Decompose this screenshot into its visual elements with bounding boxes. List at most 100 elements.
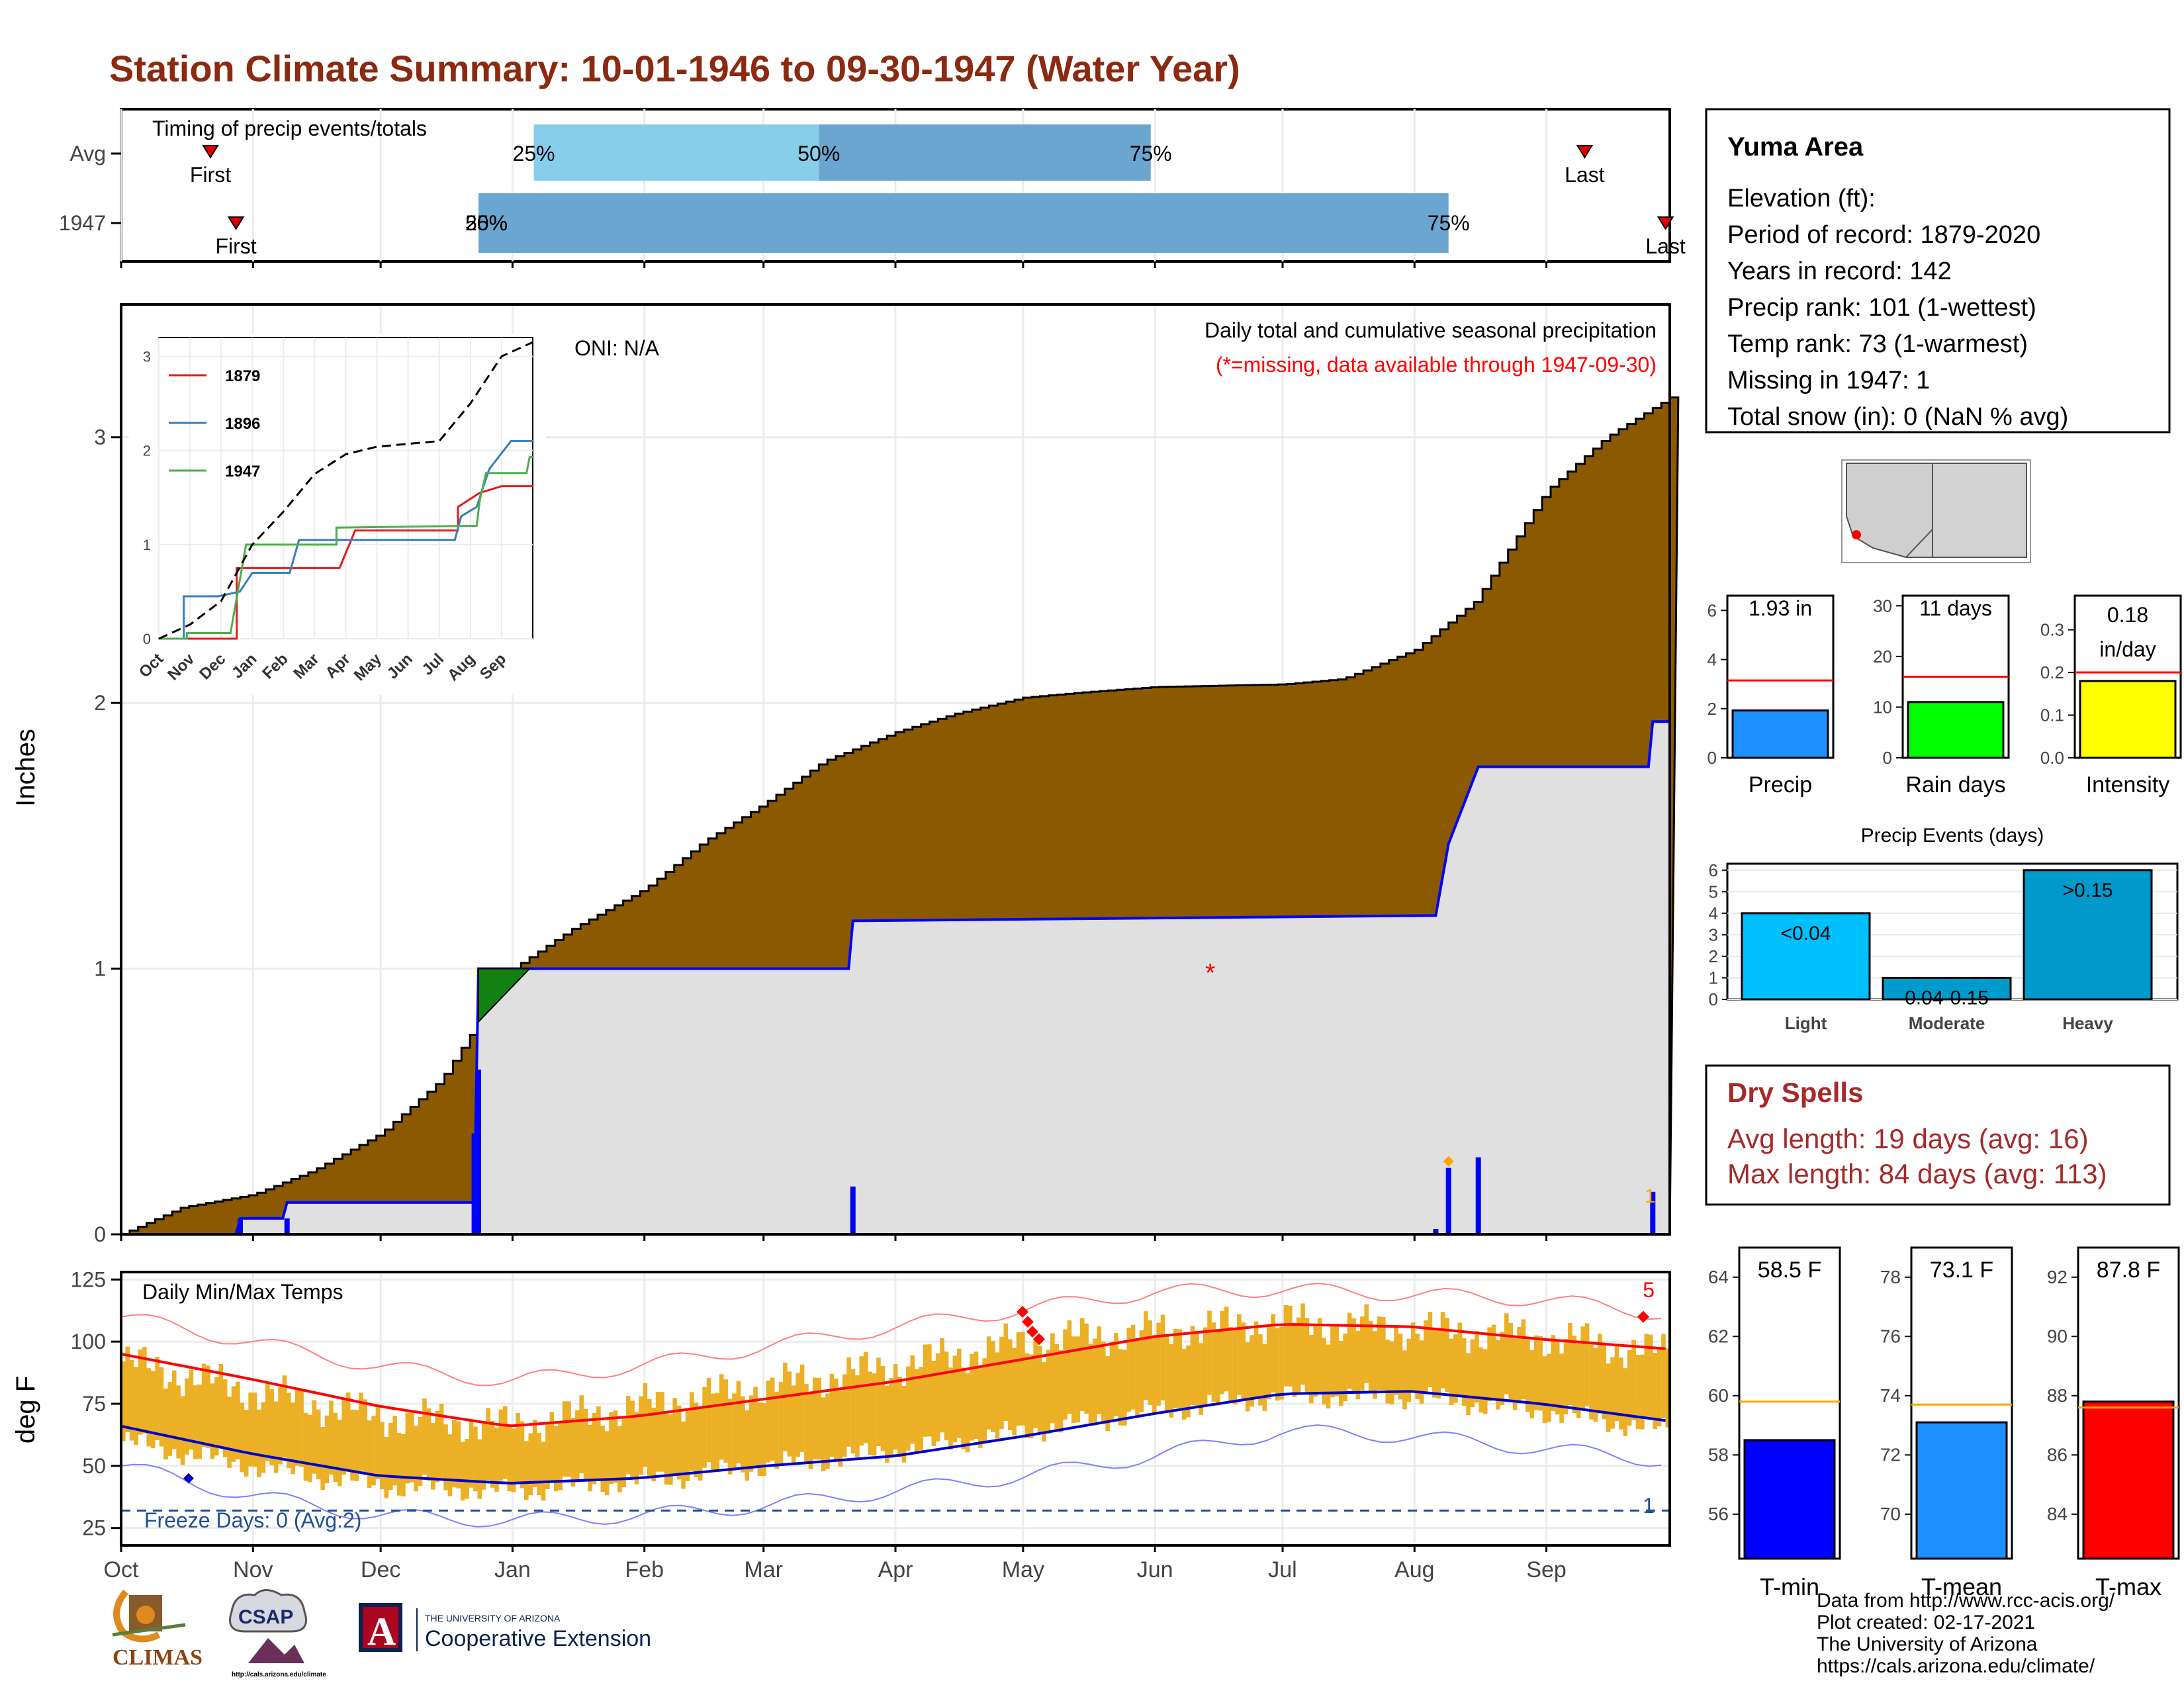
daily-temp-bar: [1533, 1335, 1539, 1410]
daily-temp-bar: [634, 1412, 639, 1485]
daily-temp-bar: [265, 1382, 270, 1461]
daily-temp-bar: [316, 1409, 321, 1480]
daily-temp-bar: [817, 1378, 821, 1460]
precip-events-tick-label: 5: [1709, 882, 1718, 901]
csap-logo: CSAP http://cals.arizona.edu/climate: [229, 1589, 326, 1678]
daily-temp-bar: [732, 1393, 737, 1471]
daily-temp-bar: [1033, 1338, 1038, 1428]
temp-summary-tick-label: 56: [1708, 1504, 1729, 1524]
summary-bar-value: [2079, 680, 2177, 759]
daily-temp-bar: [1487, 1327, 1492, 1402]
avg-last-marker-label: Last: [1565, 163, 1605, 187]
daily-temp-bar: [138, 1349, 143, 1435]
daily-temp-bar: [935, 1353, 940, 1442]
temp-y-tick-label: 25: [82, 1516, 106, 1540]
daily-temp-bar: [337, 1420, 342, 1486]
daily-temp-bar: [660, 1392, 664, 1472]
daily-temp-bar: [1042, 1362, 1046, 1442]
daily-temp-bar: [639, 1396, 643, 1475]
daily-temp-bar: [829, 1373, 835, 1457]
daily-temp-bar: [1021, 1332, 1025, 1426]
daily-temp-bar: [1063, 1329, 1068, 1420]
summary-bar-label: Intensity: [2086, 772, 2170, 798]
temp-y-tick-label: 125: [71, 1267, 106, 1291]
daily-temp-bar: [685, 1408, 690, 1481]
daily-temp-bar: [1122, 1349, 1127, 1426]
inset-y-tick-label: 3: [143, 348, 151, 365]
daily-temp-bar: [1296, 1317, 1301, 1394]
daily-temp-bar: [1614, 1344, 1619, 1422]
record-high-marker: [1033, 1333, 1045, 1346]
summary-bar-label: Rain days: [1905, 772, 2005, 798]
daily-temp-bar: [1169, 1344, 1174, 1418]
summary-bar-value: [1731, 709, 1829, 759]
daily-temp-bar: [1559, 1353, 1564, 1423]
daily-temp-bar: [1398, 1334, 1403, 1400]
daily-temp-bar: [1199, 1343, 1203, 1415]
daily-temp-bar: [545, 1422, 550, 1489]
daily-temp-bar: [944, 1351, 949, 1441]
summary-bar-value-label: 11 days: [1919, 596, 1992, 620]
daily-temp-bar: [1165, 1334, 1169, 1412]
daily-temp-bar: [465, 1439, 469, 1499]
daily-temp-bar: [269, 1389, 274, 1465]
month-label: Feb: [625, 1557, 664, 1582]
daily-temp-bar: [838, 1391, 843, 1467]
inset-series-1896: [159, 439, 533, 640]
daily-temp-bar: [1598, 1333, 1602, 1414]
daily-temp-bar: [214, 1377, 219, 1456]
daily-temp-bar: [201, 1363, 206, 1447]
daily-temp-bar: [749, 1395, 754, 1472]
daily-temp-bar: [486, 1408, 490, 1481]
daily-temp-bar: [991, 1341, 995, 1432]
daily-temp-bar: [1504, 1313, 1509, 1394]
logo-strip: CLIMAS CSAP http://cals.arizona.edu/clim…: [106, 1585, 741, 1684]
university-of-arizona-logo: A THE UNIVERSITY OF ARIZONA Cooperative …: [359, 1603, 651, 1653]
temp-summary-tick-label: 84: [2047, 1504, 2068, 1524]
daily-temp-bar: [1253, 1321, 1259, 1398]
avg-50-75-bar: [819, 124, 1151, 181]
daily-temp-bar: [1194, 1330, 1199, 1408]
daily-temp-bar: [923, 1344, 928, 1437]
precip-event-category: Moderate: [1909, 1013, 1985, 1033]
daily-temp-bar: [507, 1426, 512, 1492]
daily-temp-bar: [1300, 1303, 1305, 1385]
daily-precip-bar: [476, 1070, 481, 1234]
daily-temp-bar: [986, 1336, 991, 1430]
temp-y-tick-label: 50: [82, 1454, 106, 1478]
daily-temp-bar: [1084, 1323, 1089, 1414]
precip-events-tick-label: 0: [1709, 989, 1718, 1009]
oni-label: ONI: N/A: [574, 336, 660, 360]
precip-event-bar: [2023, 869, 2153, 1001]
daily-temp-bar: [1627, 1349, 1632, 1426]
daily-temp-bar: [1326, 1344, 1331, 1409]
daily-temp-bar: [1088, 1344, 1093, 1426]
daily-temp-bar: [1232, 1329, 1238, 1404]
daily-temp-bar: [1288, 1305, 1293, 1387]
footer-line: Plot created: 02-17-2021: [1817, 1612, 2035, 1633]
daily-temp-bar: [1406, 1338, 1412, 1402]
daily-temp-bar: [261, 1402, 266, 1473]
daily-temp-bar: [333, 1412, 338, 1483]
station-info-line: Precip rank: 101 (1-wettest): [1727, 294, 2036, 322]
daily-temp-bar: [1508, 1322, 1513, 1400]
daily-temp-bar: [1377, 1316, 1382, 1391]
precip-events-tick-label: 3: [1709, 925, 1718, 944]
daily-temp-bar: [282, 1375, 287, 1458]
precip-events-tick-label: 4: [1709, 903, 1718, 923]
y1947-last-marker: [1657, 216, 1674, 230]
daily-temp-bar: [291, 1402, 296, 1475]
daily-temp-bar: [1058, 1349, 1064, 1433]
summary-bar-tick-label: 30: [1873, 596, 1892, 616]
avg-q75-label: 75%: [1130, 142, 1172, 165]
daily-temp-bar: [893, 1364, 898, 1450]
daily-temp-bar: [426, 1408, 432, 1481]
daily-temp-bar: [1470, 1339, 1475, 1408]
precip-count-label: 1: [1645, 1185, 1656, 1207]
daily-temp-bar: [1389, 1341, 1394, 1405]
daily-temp-bar: [1373, 1331, 1377, 1399]
daily-temp-bar: [129, 1359, 134, 1441]
avg-first-marker-label: First: [190, 163, 231, 187]
summary-bar-tick-label: 0.0: [2040, 748, 2064, 768]
daily-temp-bar: [1338, 1341, 1343, 1406]
